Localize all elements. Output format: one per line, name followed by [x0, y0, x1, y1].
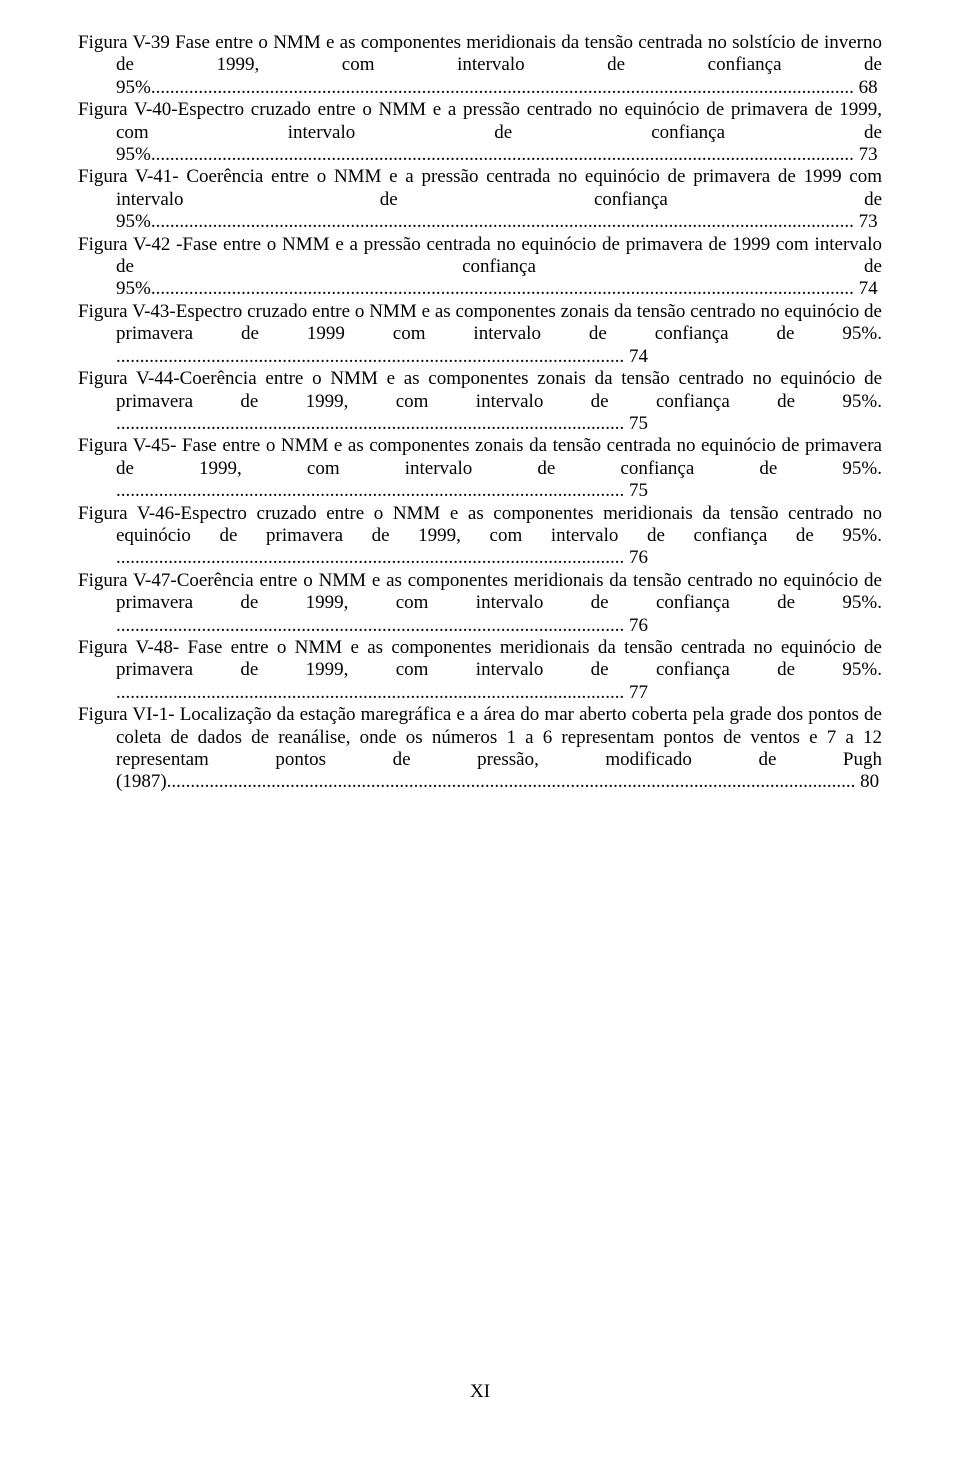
figure-entry: Figura V-47-Coerência entre o NMM e as c… — [78, 570, 882, 637]
figure-entry-page: 74 — [854, 278, 878, 299]
figure-entry-page: 76 — [624, 615, 648, 636]
leader-dots: ........................................… — [116, 547, 624, 568]
leader-dots: ........................................… — [116, 346, 624, 367]
figure-entry-page: 68 — [854, 77, 878, 98]
figure-entry: Figura V-39 Fase entre o NMM e as compon… — [78, 32, 882, 99]
figure-entry-page: 75 — [624, 413, 648, 434]
figure-entry: Figura V-45- Fase entre o NMM e as compo… — [78, 435, 882, 502]
leader-dots: ........................................… — [156, 211, 854, 232]
leader-dots: ........................................… — [116, 682, 624, 703]
figure-entry-page: 73 — [854, 144, 878, 165]
leader-dots: ........................................… — [116, 480, 624, 501]
leader-dots: ........................................… — [171, 771, 855, 792]
figure-entry-page: 75 — [624, 480, 648, 501]
figure-entry-page: 80 — [855, 771, 879, 792]
figure-entry-text: Figura V-43-Espectro cruzado entre o NMM… — [78, 301, 882, 344]
leader-dots: ........................................… — [116, 413, 624, 434]
figure-entry: Figura V-46-Espectro cruzado entre o NMM… — [78, 503, 882, 570]
figure-entry: Figura V-48- Fase entre o NMM e as compo… — [78, 637, 882, 704]
figure-entry: Figura VI-1- Localização da estação mare… — [78, 704, 882, 794]
figure-entry: Figura V-40-Espectro cruzado entre o NMM… — [78, 99, 882, 166]
figure-entry-page: 73 — [854, 211, 878, 232]
figure-entry: Figura V-41- Coerência entre o NMM e a p… — [78, 166, 882, 233]
figure-entry-text: Figura V-45- Fase entre o NMM e as compo… — [78, 435, 882, 478]
document-page: Figura V-39 Fase entre o NMM e as compon… — [0, 0, 960, 1463]
leader-dots: ........................................… — [116, 615, 624, 636]
leader-dots: ........................................… — [156, 278, 854, 299]
page-number: XI — [0, 1381, 960, 1403]
figure-entry: Figura V-44-Coerência entre o NMM e as c… — [78, 368, 882, 435]
leader-dots: ........................................… — [156, 144, 854, 165]
figure-entry: Figura V-42 -Fase entre o NMM e a pressã… — [78, 234, 882, 301]
figure-entry-text: Figura V-47-Coerência entre o NMM e as c… — [78, 570, 882, 613]
figure-entry-text: Figura V-48- Fase entre o NMM e as compo… — [78, 637, 882, 680]
figure-entry-page: 77 — [624, 682, 648, 703]
figure-entry-text: Figura V-44-Coerência entre o NMM e as c… — [78, 368, 882, 411]
figure-entry: Figura V-43-Espectro cruzado entre o NMM… — [78, 301, 882, 368]
figure-entry-page: 76 — [624, 547, 648, 568]
figure-entry-text: Figura V-46-Espectro cruzado entre o NMM… — [78, 503, 882, 546]
figure-entry-page: 74 — [624, 346, 648, 367]
figure-list: Figura V-39 Fase entre o NMM e as compon… — [78, 32, 882, 794]
leader-dots: ........................................… — [156, 77, 854, 98]
